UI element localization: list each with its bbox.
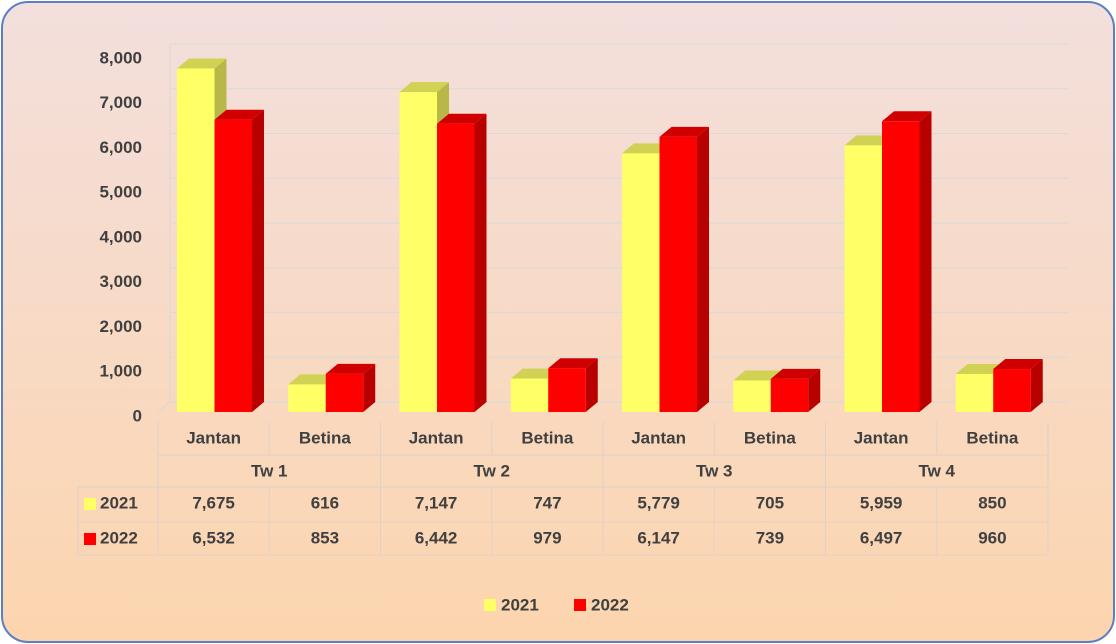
bar <box>548 368 586 412</box>
x-tick-label: Betina <box>299 428 352 447</box>
x-tick-label: Jantan <box>854 428 909 447</box>
bar-side <box>919 111 932 412</box>
table-value: 705 <box>756 493 784 512</box>
y-tick-label: 6,000 <box>99 138 142 157</box>
bar-top <box>622 143 672 154</box>
legend-label: 2021 <box>501 595 539 614</box>
x-tick-label: Betina <box>966 428 1019 447</box>
bar <box>399 92 437 412</box>
bar <box>177 68 215 412</box>
y-tick-label: 8,000 <box>99 48 142 67</box>
floor-edge <box>157 401 171 413</box>
table-value: 6,497 <box>860 528 903 547</box>
bar-top <box>955 363 1006 374</box>
table-value: 853 <box>311 528 339 547</box>
legend-key <box>574 599 586 611</box>
bar-side <box>585 358 598 412</box>
x-tick-label: Jantan <box>409 428 464 447</box>
bar <box>325 373 364 412</box>
bar-side <box>363 363 376 412</box>
bar-top <box>399 82 449 93</box>
table-value: 7,147 <box>415 493 458 512</box>
bar <box>510 378 549 412</box>
group-label: Tw 1 <box>251 461 288 480</box>
bar-top <box>177 58 227 69</box>
table-value: 5,959 <box>860 493 903 512</box>
table-value: 739 <box>756 528 784 547</box>
table-series-name: 2021 <box>100 493 138 512</box>
bar-top <box>288 374 338 385</box>
bar <box>770 378 809 412</box>
table-value: 616 <box>311 493 339 512</box>
bar <box>993 369 1031 412</box>
table-value: 6,532 <box>192 528 235 547</box>
bar-side <box>1030 359 1043 412</box>
bar-top <box>733 370 783 381</box>
bar-top <box>844 135 894 146</box>
bar-top <box>437 113 487 124</box>
bar <box>659 136 697 412</box>
bar-side <box>474 113 487 413</box>
bar-top <box>214 109 264 120</box>
x-tick-label: Betina <box>521 428 574 447</box>
table-value: 6,147 <box>637 528 680 547</box>
bar-side <box>808 368 821 412</box>
group-label: Tw 2 <box>473 461 510 480</box>
y-tick-label: 7,000 <box>99 93 142 112</box>
bar <box>288 384 326 412</box>
x-tick-label: Jantan <box>631 428 686 447</box>
y-tick-label: 3,000 <box>99 272 142 291</box>
bar-top <box>993 359 1043 370</box>
table-value: 5,779 <box>637 493 680 512</box>
table-value: 979 <box>533 528 561 547</box>
bar <box>882 121 920 412</box>
table-value: 850 <box>978 493 1006 512</box>
y-tick-label: 2,000 <box>99 317 142 336</box>
bar-top <box>659 126 709 137</box>
bar-side <box>697 126 709 412</box>
bar-top <box>548 358 598 369</box>
bar-top <box>510 368 561 379</box>
bar-top <box>770 368 821 379</box>
x-tick-label: Betina <box>744 428 797 447</box>
bar <box>955 373 994 412</box>
group-label: Tw 4 <box>918 461 955 480</box>
bar <box>844 145 882 412</box>
table-value: 6,442 <box>415 528 458 547</box>
bar <box>214 119 252 413</box>
legend-key <box>484 599 496 611</box>
table-value: 7,675 <box>192 493 235 512</box>
bar-side <box>252 109 264 413</box>
table-value: 747 <box>533 493 561 512</box>
bar <box>622 153 660 412</box>
bar-top <box>882 111 932 122</box>
legend-label: 2022 <box>591 595 629 614</box>
table-series-name: 2022 <box>100 528 138 547</box>
group-label: Tw 3 <box>696 461 733 480</box>
x-tick-label: Jantan <box>186 428 241 447</box>
bar <box>437 123 475 413</box>
y-tick-label: 4,000 <box>99 227 142 246</box>
y-tick-label: 5,000 <box>99 183 142 202</box>
table-legend-key <box>84 533 96 545</box>
bar <box>733 380 771 412</box>
table-value: 960 <box>978 528 1006 547</box>
y-tick-label: 1,000 <box>99 362 142 381</box>
y-tick-label: 0 <box>133 406 142 425</box>
bar-top <box>325 363 376 374</box>
table-legend-key <box>84 498 96 510</box>
